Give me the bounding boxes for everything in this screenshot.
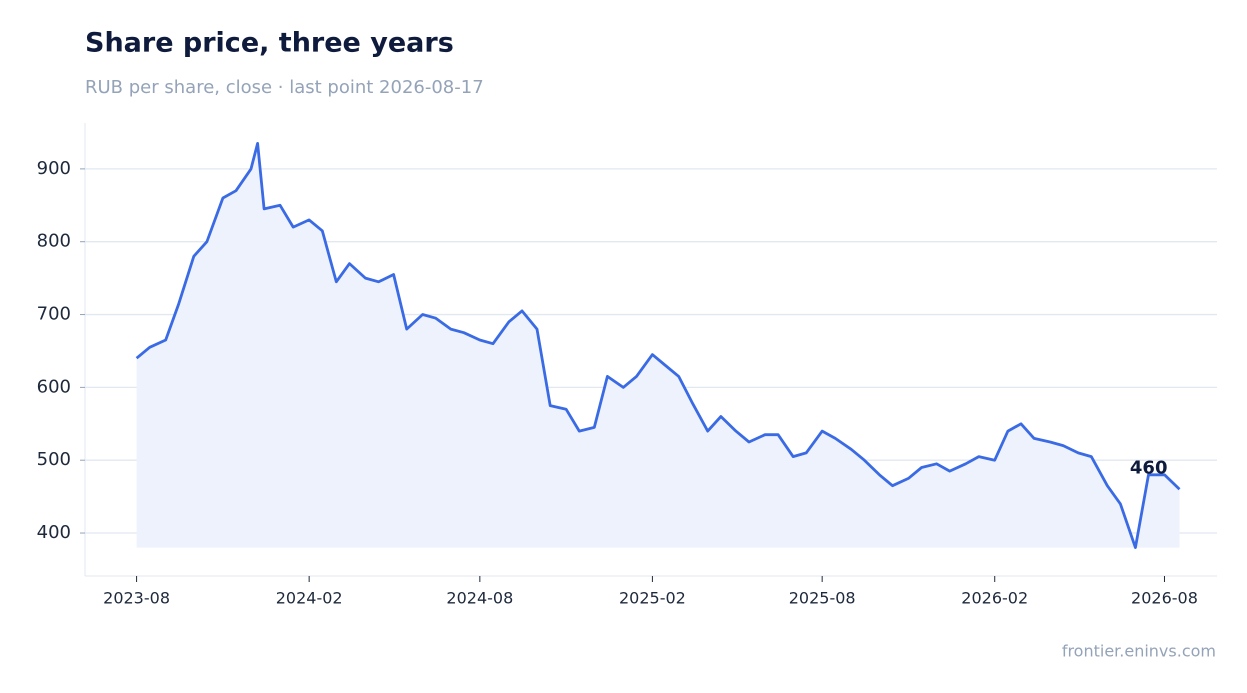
area: [136, 143, 1180, 548]
x-tick-label: 2024-02: [276, 589, 343, 608]
x-tick-label: 2025-02: [619, 589, 686, 608]
x-tick-label: 2023-08: [103, 589, 170, 608]
chart-subtitle: RUB per share, close · last point 2026-0…: [85, 77, 484, 98]
last-value-label: 460: [1130, 457, 1168, 478]
y-tick-label: 500: [37, 449, 71, 470]
x-tick-label: 2026-02: [961, 589, 1028, 608]
chart-title: Share price, three years: [85, 28, 454, 59]
source: frontier.eninvs.com: [1062, 642, 1216, 661]
y-tick-label: 400: [37, 522, 71, 543]
x-tick-label: 2026-08: [1131, 589, 1198, 608]
price-line: [135, 142, 1181, 549]
y-tick-label: 800: [37, 231, 71, 252]
x-tick-label: 2025-08: [789, 589, 856, 608]
x-tick-label: 2024-08: [446, 589, 513, 608]
y-tick-label: 700: [37, 304, 71, 325]
y-tick-label: 900: [37, 158, 71, 179]
y-tick-label: 600: [37, 376, 71, 397]
